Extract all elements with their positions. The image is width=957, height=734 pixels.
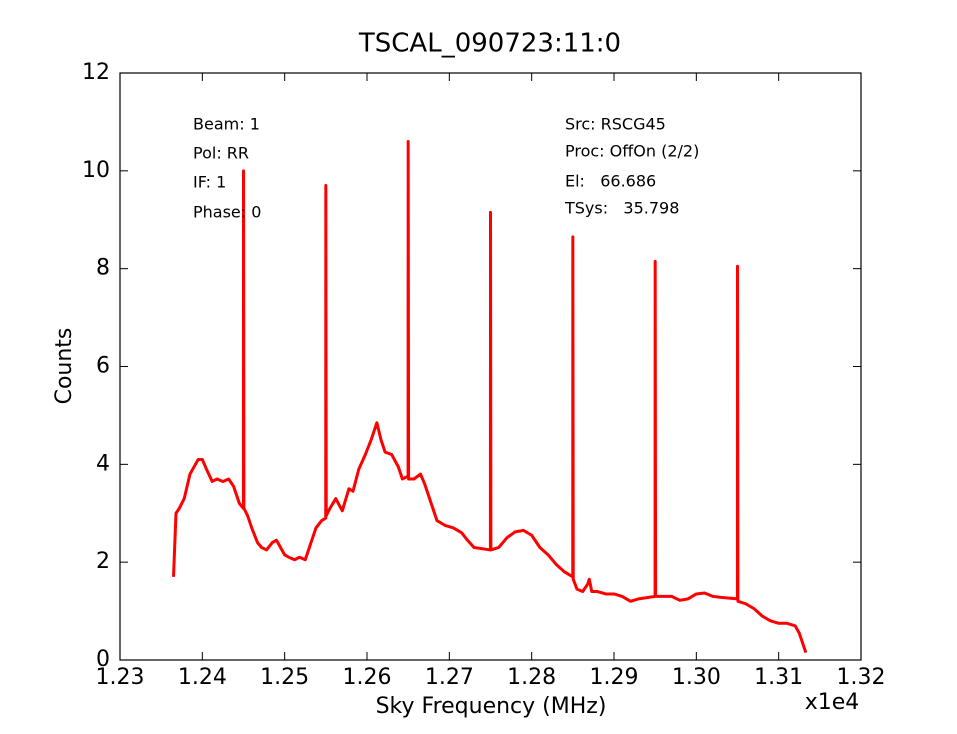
plot-frame [119,72,862,661]
y-axis-label: Counts [52,328,77,405]
x-axis-label: Sky Frequency (MHz) [376,694,607,719]
y-tick-label: 4 [96,451,110,476]
x-tick-label: 1.31 [754,665,803,690]
y-tick-label: 12 [82,60,110,85]
annotation: Proc: OffOn (2/2) [565,142,699,161]
x-tick-label: 1.26 [343,665,392,690]
x-tick-label: 1.23 [96,665,145,690]
x-tick-label: 1.29 [590,665,639,690]
data-line [172,139,808,654]
annotation: Pol: RR [193,144,249,163]
y-tick-label: 6 [96,354,110,379]
annotation: Src: RSCG45 [565,115,666,134]
annotation: El: 66.686 [565,172,656,191]
x-offset-label: x1e4 [805,690,860,715]
x-tick-label: 1.25 [260,665,309,690]
annotation: TSys: 35.798 [564,199,679,218]
chart-title: TSCAL_090723:11:0 [358,29,621,59]
x-tick-label: 1.24 [178,665,227,690]
y-tick-label: 2 [96,549,110,574]
annotation: IF: 1 [193,173,226,192]
annotation: Phase: 0 [193,203,261,222]
y-tick-label: 8 [96,256,110,281]
x-tick-label: 1.32 [837,665,886,690]
annotation: Beam: 1 [193,115,260,134]
x-tick-label: 1.28 [507,665,556,690]
x-tick-label: 1.27 [425,665,474,690]
x-tick-label: 1.30 [672,665,721,690]
y-tick-label: 10 [82,158,110,183]
y-tick-label: 0 [96,647,110,672]
